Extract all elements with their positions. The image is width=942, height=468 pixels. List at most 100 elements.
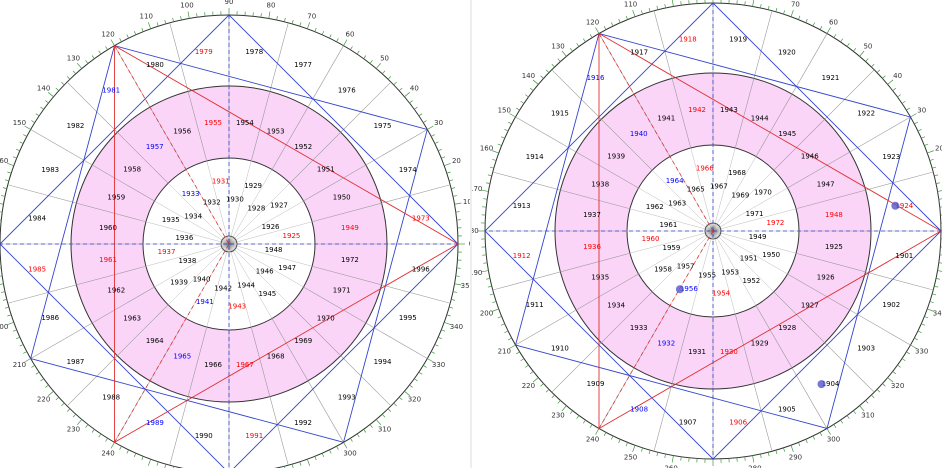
tick [446,171,451,174]
tick [664,453,666,459]
year-label: 1906 [729,418,747,426]
year-label: 1928 [247,204,265,212]
tick [119,38,122,42]
tick [846,415,850,419]
degree-label: 20 [452,157,461,165]
tick [343,39,348,46]
marker [817,380,826,389]
year-label: 1919 [729,36,747,44]
tick [826,428,831,435]
year-label: 1905 [778,405,796,413]
tick [492,301,497,304]
spoke [795,252,934,291]
tick [91,55,95,59]
spoke [168,249,224,305]
tick [393,402,397,407]
tick [775,450,778,455]
hub-line [706,230,714,237]
year-label: 1963 [123,314,141,322]
tick [172,466,174,468]
hub-line [712,223,718,232]
tick [840,419,844,424]
year-label: 1947 [278,264,296,272]
degree-label: 250 [624,453,637,461]
hub-line [712,230,721,234]
year-label: 1925 [825,243,843,251]
tick [434,141,439,144]
tick [812,435,816,440]
tick [892,87,897,91]
tick [561,405,567,412]
year-label: 1944 [237,282,255,290]
tick [418,113,423,117]
spoke [714,238,736,315]
tick [369,424,373,428]
spoke [234,183,290,239]
year-label: 1934 [184,213,202,221]
tick [509,113,516,118]
spoke [653,313,692,452]
tick [77,419,83,426]
hub-line [712,224,719,232]
tick [444,321,451,326]
spoke [271,45,344,170]
tick [431,351,435,354]
year-label: 1957 [146,143,164,151]
tick [921,323,926,326]
red-triangle [598,32,942,430]
degree-label: 120 [586,18,599,26]
tick [819,432,823,437]
tick [119,446,122,450]
year-label: 1961 [659,221,677,229]
degree-label: 230 [67,425,80,433]
hub-line [712,230,721,236]
tick [55,396,60,401]
spoke [154,200,223,241]
tick [656,5,659,10]
spoke [719,187,788,228]
year-label: 1958 [654,265,672,273]
tick [656,452,659,457]
year-label: 1994 [374,358,392,366]
year-label: 1932 [203,198,221,206]
degree-label: 310 [378,425,391,433]
year-label: 1970 [754,189,772,197]
tick [938,198,942,200]
degree-label: 30 [917,107,926,115]
tick [16,148,20,152]
tick [434,344,439,347]
tick [529,87,534,91]
hub-line [222,243,230,250]
degree-label: 330 [432,361,445,369]
year-label: 1971 [746,210,764,218]
tick [664,3,666,9]
tick [321,31,325,35]
hub-line [221,239,230,245]
tick [45,100,49,104]
degree-label: 340 [450,323,463,331]
tick [540,383,544,387]
spoke [795,171,934,210]
tick [356,433,360,438]
year-label: 1940 [193,276,211,284]
tick [790,445,794,452]
tick [935,182,941,184]
tick [133,453,137,457]
hub-line [221,242,230,245]
spoke [690,238,712,315]
tick [516,107,520,111]
hub-line [712,228,721,232]
tick [853,47,857,52]
year-label: 1972 [341,256,359,264]
year-label: 1946 [801,153,819,161]
tick [897,94,901,98]
degree-label: 140 [37,84,50,92]
year-label: 1967 [236,361,254,369]
year-label: 1968 [728,169,746,177]
tick [887,79,894,85]
hub-line [712,230,720,237]
tick [790,10,794,17]
year-label: 1961 [99,256,117,264]
spoke [653,10,692,149]
year-label: 1978 [245,48,263,56]
